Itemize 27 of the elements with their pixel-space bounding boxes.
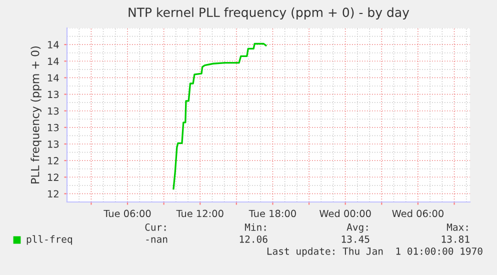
x-tick-label: Wed 06:00 <box>392 210 444 218</box>
y-axis-title: PLL frequency (ppm + 0) <box>30 46 42 184</box>
y-tick-label: 14 <box>48 58 59 65</box>
text: Last update: Thu Jan 1 01:00:00 1970 <box>267 247 482 257</box>
y-tick-label: 14 <box>48 74 59 82</box>
x-tick-label: Tue 18:00 <box>248 210 296 218</box>
y-tick-label: 12 <box>48 157 58 164</box>
legend-label: pll-freq <box>26 235 72 245</box>
y-tick-label: 14 <box>48 41 59 48</box>
text: Cur: <box>145 223 166 231</box>
text: Min: <box>244 223 266 231</box>
text: Max: <box>446 224 468 231</box>
y-tick-label: 12 <box>48 174 58 181</box>
y-tick-label: 13 <box>48 140 59 148</box>
text: 13.81 <box>442 235 470 243</box>
chart-title: NTP kernel PLL frequency (ppm + 0) - by day <box>128 7 410 20</box>
y-tick-label: 12 <box>48 190 58 198</box>
x-tick-label: Tue 06:00 <box>104 210 151 218</box>
x-tick-label: Wed 00:00 <box>320 210 371 218</box>
text: 12.06 <box>240 235 268 243</box>
text: Avg: <box>346 224 368 233</box>
text: -nan <box>146 237 168 243</box>
y-tick-label: 13 <box>48 124 59 132</box>
y-tick-label: 13 <box>48 90 59 98</box>
y-tick-label: 13 <box>48 107 59 115</box>
x-tick-label: Tue 12:00 <box>176 210 224 218</box>
text: 13.45 <box>342 235 370 243</box>
